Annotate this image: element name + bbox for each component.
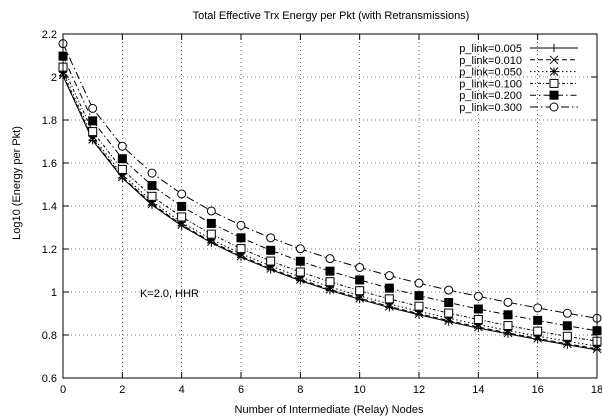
x-axis-title: Number of Intermediate (Relay) Nodes — [235, 404, 424, 416]
x-tick-label: 12 — [413, 384, 425, 396]
data-point — [295, 256, 305, 266]
y-axis-title: Log10 (Energy per Pkt) — [11, 126, 23, 240]
y-tick-label: 2 — [51, 72, 57, 84]
data-point — [414, 278, 424, 288]
legend-item: p_link=0.200 — [459, 90, 578, 102]
legend-label: p_link=0.100 — [459, 78, 522, 90]
y-axis: 0.6 0.8 1 1.2 1.4 1.6 1.8 2 2.2 — [42, 29, 597, 385]
data-point — [384, 294, 394, 304]
chart-title: Total Effective Trx Energy per Pkt (with… — [193, 10, 470, 22]
data-point — [533, 315, 543, 325]
data-point — [295, 267, 305, 277]
data-point — [444, 285, 454, 295]
y-tick-label: 0.6 — [42, 373, 57, 385]
data-point — [384, 271, 394, 281]
legend-marker — [549, 102, 559, 112]
data-point — [503, 321, 513, 331]
legend-item: p_link=0.050 — [459, 67, 578, 79]
y-tick-label: 2.2 — [42, 29, 57, 41]
data-point — [177, 189, 187, 199]
x-tick-label: 16 — [532, 384, 544, 396]
data-point — [266, 245, 276, 255]
data-point — [236, 244, 246, 254]
chart-annotation: K=2.0, HHR — [140, 288, 199, 300]
data-point — [562, 321, 572, 331]
data-point — [355, 275, 365, 285]
legend-label: p_link=0.050 — [459, 67, 522, 79]
x-tick-label: 14 — [472, 384, 484, 396]
data-point — [503, 310, 513, 320]
data-point — [503, 297, 513, 307]
data-point — [206, 218, 216, 228]
y-tick-label: 1.8 — [42, 115, 57, 127]
data-point — [325, 277, 335, 287]
x-axis: 0 2 4 6 8 10 12 14 16 18 — [60, 34, 602, 396]
y-tick-label: 1.4 — [42, 201, 57, 213]
legend-item: p_link=0.100 — [459, 78, 578, 90]
data-point — [325, 266, 335, 276]
x-tick-label: 8 — [297, 384, 303, 396]
legend-item: p_link=0.010 — [459, 55, 578, 67]
legend-marker — [549, 67, 559, 76]
data-point — [473, 315, 483, 325]
legend-marker — [549, 90, 559, 100]
series-1 — [59, 71, 601, 354]
data-point — [295, 244, 305, 254]
x-tick-label: 0 — [60, 384, 66, 396]
data-point — [147, 191, 157, 201]
data-point — [236, 233, 246, 243]
data-point — [473, 304, 483, 314]
data-point — [117, 164, 127, 174]
data-point — [147, 168, 157, 178]
data-point — [414, 291, 424, 301]
data-point — [147, 181, 157, 191]
data-point — [117, 141, 127, 151]
data-point — [177, 201, 187, 211]
data-point — [325, 254, 335, 264]
data-point — [266, 256, 276, 266]
series-line — [62, 74, 598, 350]
legend-item: p_link=0.005 — [459, 43, 578, 55]
y-tick-label: 1.2 — [42, 244, 57, 256]
legend-marker — [549, 78, 559, 88]
legend: p_link=0.005p_link=0.010p_link=0.050p_li… — [459, 43, 578, 114]
data-point — [88, 116, 98, 126]
data-point — [88, 127, 98, 137]
data-point — [236, 220, 246, 230]
legend-marker — [550, 44, 558, 52]
data-point — [384, 283, 394, 293]
data-point — [533, 303, 543, 313]
x-tick-label: 6 — [238, 384, 244, 396]
y-tick-label: 0.8 — [42, 330, 57, 342]
data-point — [444, 308, 454, 318]
legend-label: p_link=0.300 — [459, 102, 522, 114]
legend-item: p_link=0.300 — [459, 102, 578, 114]
data-point — [355, 262, 365, 272]
data-point — [444, 298, 454, 308]
x-tick-label: 10 — [354, 384, 366, 396]
data-point — [88, 103, 98, 113]
data-point — [266, 233, 276, 243]
data-point — [414, 301, 424, 311]
data-point — [562, 331, 572, 341]
data-point — [533, 326, 543, 336]
data-point — [562, 308, 572, 318]
x-tick-label: 18 — [591, 384, 602, 396]
legend-label: p_link=0.010 — [459, 55, 522, 67]
series-line — [62, 75, 598, 351]
data-point — [355, 286, 365, 296]
legend-label: p_link=0.005 — [459, 43, 522, 55]
legend-marker — [549, 55, 559, 65]
legend-label: p_link=0.200 — [459, 90, 522, 102]
data-point — [473, 291, 483, 301]
x-tick-label: 2 — [119, 384, 125, 396]
data-point — [206, 229, 216, 239]
y-tick-label: 1 — [51, 287, 57, 299]
y-tick-label: 1.6 — [42, 158, 57, 170]
x-tick-label: 4 — [179, 384, 185, 396]
data-point — [117, 154, 127, 164]
data-point — [177, 212, 187, 222]
data-point — [206, 206, 216, 216]
